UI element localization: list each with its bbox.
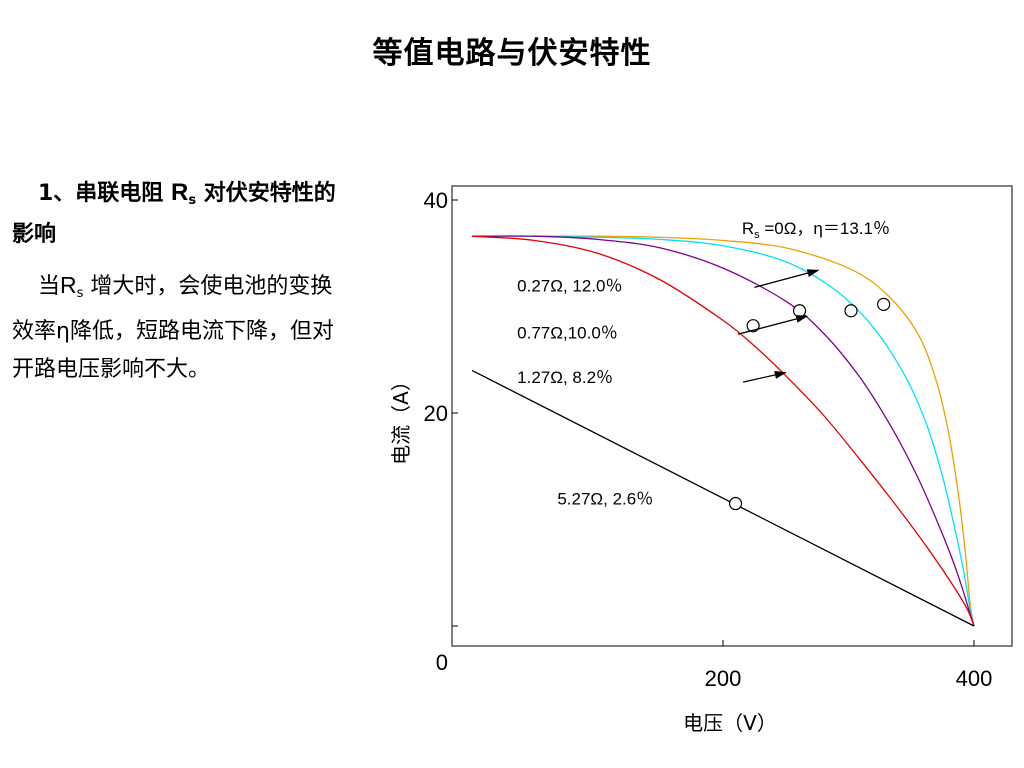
mpp-marker-3 <box>746 319 760 333</box>
x-tick-label: 400 <box>956 666 993 691</box>
body-suffix: 增大时，会使电池的变换效率η降低，短路电流下降，但对开路电压影响不大。 <box>12 274 334 382</box>
heading-symbol: R <box>170 179 189 206</box>
mpp-marker-4 <box>728 496 743 511</box>
heading-sub: s <box>188 193 197 208</box>
series-line-3 <box>471 235 975 627</box>
y-tick-label: 20 <box>424 401 448 426</box>
x-tick-label: 200 <box>705 666 742 691</box>
y-tick-label: 0 <box>436 650 448 675</box>
y-tick-label: 40 <box>424 188 448 213</box>
series-line-0 <box>471 235 975 627</box>
mpp-marker-2 <box>792 304 807 318</box>
plot-frame <box>451 185 1013 647</box>
heading-prefix: 1、串联电阻 <box>38 181 164 206</box>
series-label-3: 1.27Ω, 8.2％ <box>517 368 613 387</box>
mpp-marker-1 <box>844 304 858 318</box>
section-body: 当Rs 增大时，会使电池的变换效率η降低，短路电流下降，但对开路电压影响不大。 <box>12 266 342 389</box>
series-label-2: 0.77Ω,10.0％ <box>517 323 618 342</box>
section-heading: 1、串联电阻 Rs 对伏安特性的影响 <box>12 176 342 252</box>
series-line-4 <box>471 369 975 627</box>
annotation-arrow-2 <box>737 315 809 335</box>
annotation-arrow-3 <box>742 371 787 383</box>
mpp-marker-0 <box>877 297 891 311</box>
series-label-4: 5.27Ω, 2.6％ <box>557 490 653 509</box>
series-label-1: 0.27Ω, 12.0％ <box>517 277 622 296</box>
series-label-0: Rs =0Ω，η＝13.1％ <box>742 219 890 241</box>
body-prefix: 当 <box>38 274 61 299</box>
text-section: 1、串联电阻 Rs 对伏安特性的影响 当Rs 增大时，会使电池的变换效率η降低，… <box>12 176 342 411</box>
annotation-arrow-1 <box>754 269 820 288</box>
series-line-2 <box>471 235 975 627</box>
series-line-1 <box>471 235 975 627</box>
y-axis-title: 电流（A） <box>389 371 413 465</box>
body-symbol: R <box>60 272 77 298</box>
body-sub: s <box>76 286 84 301</box>
page-title: 等值电路与伏安特性 <box>372 36 652 71</box>
x-axis-title: 电压（V） <box>683 711 777 735</box>
heading-suffix: 对伏安特性的影响 <box>12 181 336 247</box>
